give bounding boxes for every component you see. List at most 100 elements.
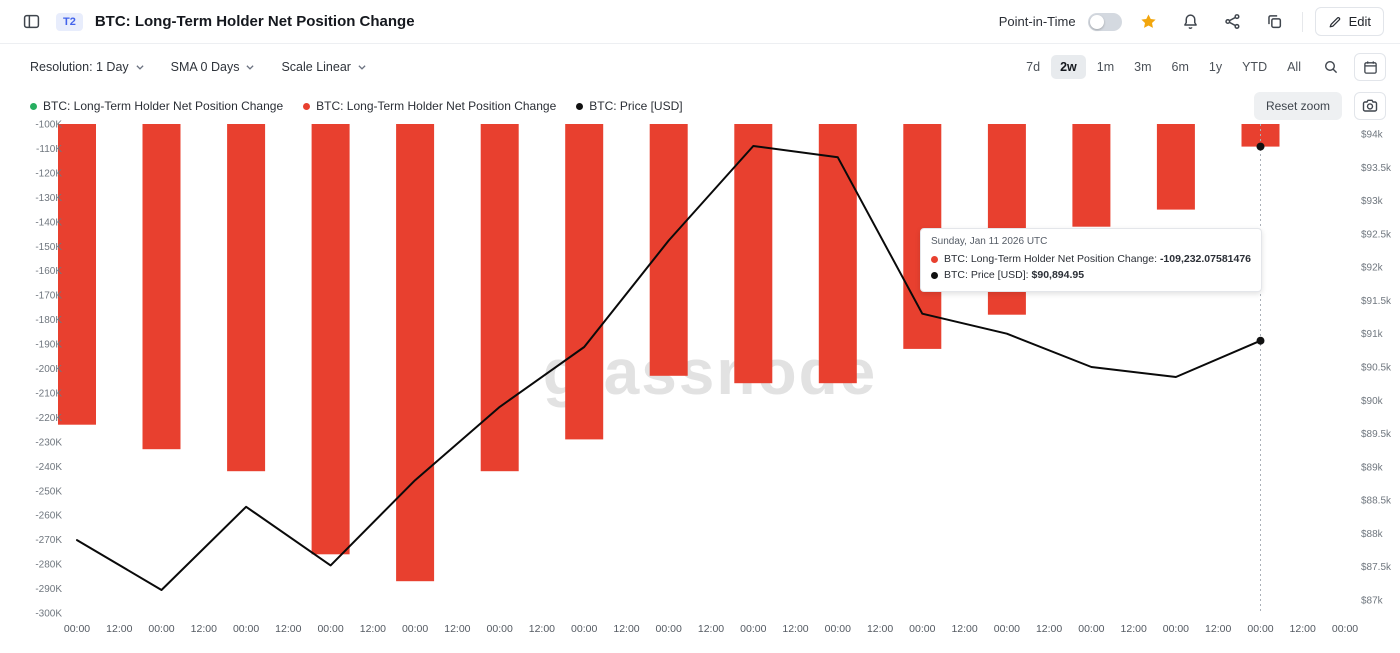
page-title: BTC: Long-Term Holder Net Position Chang… [94,13,415,30]
chart-area[interactable]: glassnode -100K -110K -120K -130K -140K -150K -… [0,112,1400,648]
top-bar: T2 BTC: Long-Term Holder Net Position Ch… [0,0,1400,44]
x-axis-label: 12:00 [1290,623,1316,635]
alert-bell-icon[interactable] [1176,8,1206,36]
x-axis-label: 00:00 [233,623,259,635]
x-axis-label: 00:00 [740,623,766,635]
right-axis-label: $93.5k [1361,163,1392,174]
range-button-ytd[interactable]: YTD [1233,55,1276,79]
left-axis-label: -130K [35,193,62,204]
chart-tooltip: Sunday, Jan 11 2026 UTC BTC: Long-Term H… [920,228,1263,292]
bar [565,124,604,440]
legend-actions: Reset zoom [1253,92,1386,120]
bar [734,124,773,384]
scale-dropdown-label: Scale Linear [281,60,351,74]
bar [227,124,266,472]
point-in-time-toggle[interactable] [1087,12,1122,31]
x-axis-label: 12:00 [106,623,132,635]
range-button-1m[interactable]: 1m [1088,55,1123,79]
x-axis-label: 12:00 [613,623,639,635]
right-axis-label: $87k [1361,596,1384,607]
range-button-6m[interactable]: 6m [1163,55,1198,79]
tooltip-row: BTC: Price [USD]: $90,894.95 [931,267,1251,283]
range-button-7d[interactable]: 7d [1017,55,1049,79]
tooltip-series-dot [931,271,938,279]
left-axis-label: -150K [35,242,62,253]
tooltip-rows: BTC: Long-Term Holder Net Position Chang… [931,251,1251,283]
tooltip-row: BTC: Long-Term Holder Net Position Chang… [931,251,1251,267]
topbar-actions: Point-in-Time E [999,7,1384,36]
legend-item-label: BTC: Price [USD] [589,99,683,113]
left-axis-label: -200K [35,364,62,375]
range-button-3m[interactable]: 3m [1125,55,1160,79]
duplicate-icon [1268,15,1282,29]
right-axis-label: $89.5k [1361,429,1392,440]
calendar-icon[interactable] [1354,53,1386,81]
price-hover-marker [1256,336,1265,345]
zoom-range-icon[interactable] [1316,53,1346,81]
favorite-star-icon[interactable] [1134,8,1164,36]
bar [311,124,350,555]
x-axis-label: 00:00 [64,623,90,635]
workbench-badge[interactable]: T2 [56,12,83,31]
resolution-dropdown-label: Resolution: 1 Day [30,60,129,74]
pencil-icon [1329,16,1340,27]
right-axis-label: $90k [1361,396,1384,407]
right-axis-label: $94k [1361,130,1384,141]
bar-hover-marker [1256,142,1265,151]
left-axis-label: -160K [35,266,62,277]
reset-zoom-button[interactable]: Reset zoom [1253,92,1342,120]
bar [58,124,96,425]
legend-item[interactable]: BTC: Price [USD] [576,99,683,113]
x-axis-label: 12:00 [191,623,217,635]
legend-item-label: BTC: Long-Term Holder Net Position Chang… [316,99,557,113]
x-axis-label: 00:00 [571,623,597,635]
range-button-2w[interactable]: 2w [1051,55,1086,79]
left-axis-label: -300K [35,609,62,620]
scale-dropdown[interactable]: Scale Linear [281,60,367,74]
tooltip-series-value: $90,894.95 [1031,269,1085,281]
legend-item[interactable]: BTC: Long-Term Holder Net Position Chang… [30,99,283,113]
x-axis-label: 12:00 [698,623,724,635]
right-axis-label: $87.5k [1361,562,1392,573]
right-axis-label: $90.5k [1361,363,1392,374]
right-axis-label: $91.5k [1361,296,1392,307]
left-axis-label: -180K [35,315,62,326]
tooltip-series-label: BTC: Long-Term Holder Net Position Chang… [944,253,1158,265]
left-axis-label: -210K [35,388,62,399]
time-range-buttons: 7d 2w 1m 3m 6m 1y YTD All [1017,55,1310,79]
bar [1072,124,1111,227]
calendar-glyph-icon [1363,60,1377,74]
x-axis-label: 00:00 [1163,623,1189,635]
x-axis-label: 00:00 [1078,623,1104,635]
bell-icon [1184,14,1197,29]
x-axis-label: 00:00 [1332,623,1358,635]
panel-left-icon [23,14,39,29]
left-axis-label: -220K [35,413,62,424]
legend-item-label: BTC: Long-Term Holder Net Position Chang… [43,99,284,113]
right-axis-label: $88k [1361,529,1384,540]
chart-canvas[interactable]: glassnode-100K-110K-120K-130K-140K-150K-… [0,112,1400,648]
x-axis-label: 00:00 [656,623,682,635]
copy-icon[interactable] [1260,8,1290,36]
left-axis-label: -270K [35,535,62,546]
chart-controls: Resolution: 1 Day SMA 0 Days Scale Linea… [0,50,1400,84]
range-button-all[interactable]: All [1278,55,1310,79]
sidebar-toggle-button[interactable] [16,8,46,36]
x-axis-label: 12:00 [1205,623,1231,635]
share-icon[interactable] [1218,8,1248,36]
sma-dropdown[interactable]: SMA 0 Days [171,60,256,74]
left-axis-label: -250K [35,486,62,497]
camera-icon[interactable] [1354,92,1386,120]
price-line [76,145,1262,591]
right-axis-label: $93k [1361,196,1384,207]
bar [818,124,857,384]
share-nodes-icon [1225,14,1240,29]
edit-button[interactable]: Edit [1314,7,1384,36]
magnifier-icon [1324,60,1338,74]
resolution-dropdown[interactable]: Resolution: 1 Day [30,60,145,74]
x-axis-label: 00:00 [825,623,851,635]
range-button-1y[interactable]: 1y [1200,55,1231,79]
right-axis-label: $92k [1361,263,1384,274]
right-axis-label: $88.5k [1361,496,1392,507]
legend-item[interactable]: BTC: Long-Term Holder Net Position Chang… [303,99,556,113]
